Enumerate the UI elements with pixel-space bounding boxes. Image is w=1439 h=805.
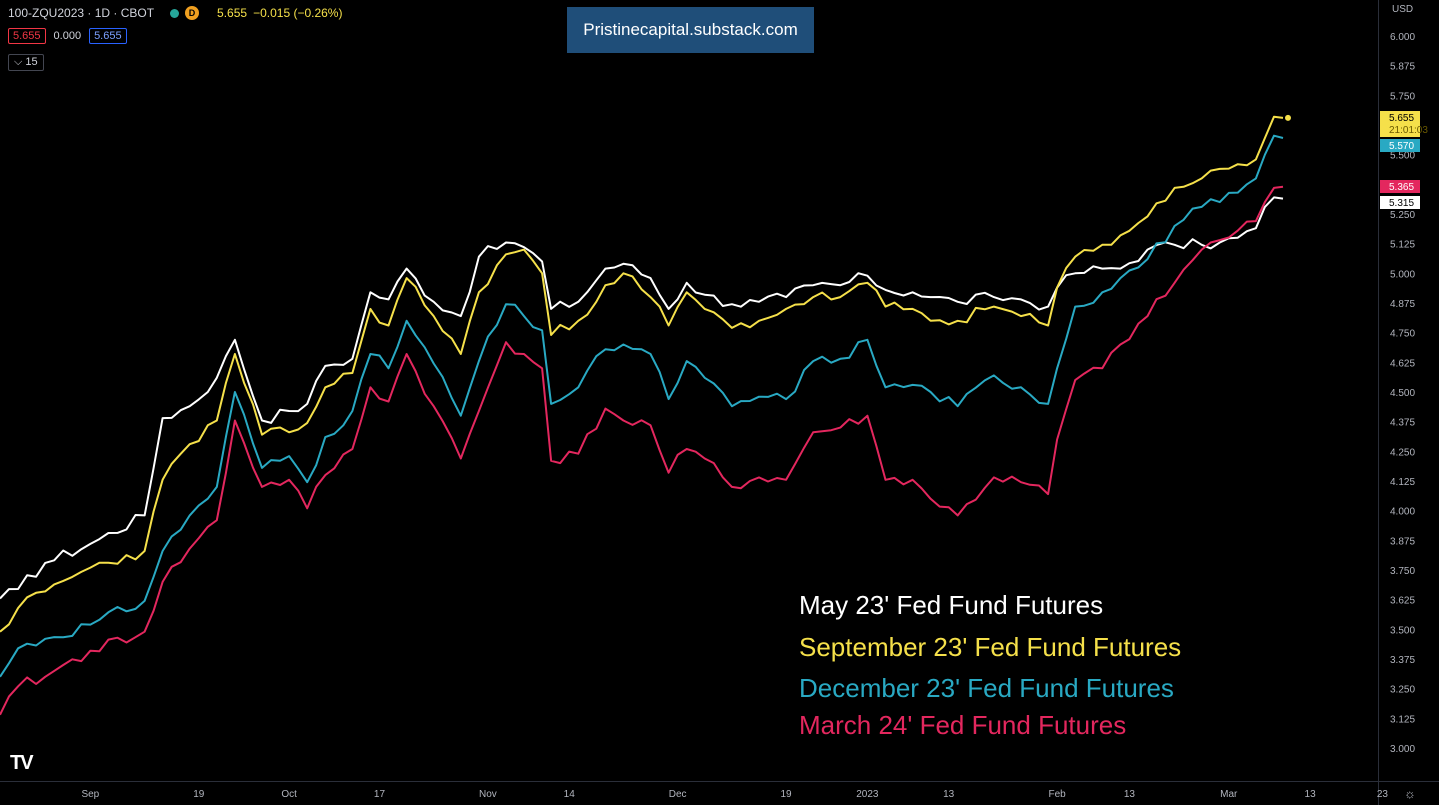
x-tick-label: 19 [781, 789, 793, 800]
value-tag-bg [1380, 180, 1420, 193]
y-tick-label: 4.875 [1390, 299, 1415, 310]
value-tag-text: 5.655 [1389, 113, 1414, 124]
y-tick-label: 3.125 [1390, 714, 1415, 725]
y-tick-label: 3.750 [1390, 566, 1415, 577]
series-line-0 [0, 196, 1284, 600]
value-tag-text: 5.365 [1389, 182, 1414, 193]
symbol-header: 100-ZQU2023 · 1D · CBOT D 5.655 −0.015 (… [8, 6, 342, 20]
series-lines [0, 114, 1291, 716]
buy-price-box[interactable]: 5.655 [89, 28, 127, 44]
legend-september: September 23' Fed Fund Futures [799, 632, 1182, 662]
value-tag-bg [1380, 111, 1420, 137]
y-tick-label: 4.500 [1390, 388, 1415, 399]
y-tick-label: 6.000 [1390, 32, 1415, 43]
data-delay-badge: D [185, 6, 200, 20]
x-tick-label: Mar [1220, 789, 1238, 800]
y-tick-label: 3.875 [1390, 536, 1415, 547]
y-tick-label: 4.125 [1390, 477, 1415, 488]
legend-may: May 23' Fed Fund Futures [799, 590, 1104, 620]
y-tick-label: 5.500 [1390, 151, 1415, 162]
y-tick-label: 5.750 [1390, 91, 1415, 102]
last-price: 5.655 [217, 6, 248, 20]
countdown-text: 21:01:03 [1389, 125, 1428, 136]
y-tick-label: 3.375 [1390, 655, 1415, 666]
y-tick-label: 4.250 [1390, 447, 1415, 458]
y-tick-label: 3.000 [1390, 744, 1415, 755]
market-status-icon [170, 8, 180, 18]
y-tick-label: 5.875 [1390, 62, 1415, 73]
value-tag-text: 5.570 [1389, 141, 1414, 152]
series-line-3 [0, 185, 1284, 716]
y-tick-label: 3.250 [1390, 685, 1415, 696]
last-price-dot [1285, 114, 1291, 121]
y-tick-label: 4.750 [1390, 329, 1415, 340]
x-tick-label: 19 [193, 789, 205, 800]
indicators-toggle[interactable]: ⌵ 15 [8, 54, 44, 71]
sell-price-box[interactable]: 5.655 [8, 28, 46, 44]
y-tick-label: 5.125 [1390, 240, 1415, 251]
x-tick-label: Oct [281, 789, 297, 800]
x-tick-label: 17 [374, 789, 386, 800]
series-line-2 [0, 134, 1284, 678]
x-tick-label: Dec [669, 789, 687, 800]
x-tick-label: 13 [943, 789, 955, 800]
x-tick-label: 13 [1305, 789, 1317, 800]
x-axis[interactable]: Sep 19 Oct 17 Nov 14 Dec 19 2023 13 Feb 13 Mar 13 23 [81, 789, 1388, 800]
value-tag-bg [1380, 139, 1420, 152]
y-tick-label: 4.000 [1390, 507, 1415, 518]
y-tick-label: 5.250 [1390, 210, 1415, 221]
price-change: −0.015 (−0.26%) [253, 6, 343, 20]
legend-december: December 23' Fed Fund Futures [799, 673, 1174, 703]
currency-label: USD [1392, 4, 1414, 15]
y-tick-label: 5.000 [1390, 269, 1415, 280]
spread-value: 0.000 [53, 30, 82, 42]
x-tick-label: Feb [1049, 789, 1067, 800]
x-tick-label: 2023 [856, 789, 879, 800]
legend-march: March 24' Fed Fund Futures [799, 710, 1127, 740]
value-tag-bg [1380, 196, 1420, 209]
series-line-1 [0, 115, 1284, 633]
value-tag-text: 5.315 [1389, 198, 1414, 209]
y-tick-label: 3.500 [1390, 625, 1415, 636]
x-tick-label: Nov [479, 789, 497, 800]
x-tick-label: 23 [1377, 789, 1389, 800]
y-tick-label: 4.625 [1390, 358, 1415, 369]
y-tick-label: 4.375 [1390, 418, 1415, 429]
symbol-title[interactable]: 100-ZQU2023 · 1D · CBOT [8, 6, 155, 20]
x-tick-label: Sep [81, 789, 99, 800]
watermark-banner: Pristinecapital.substack.com [567, 7, 814, 53]
order-row: 5.655 0.000 5.655 [8, 28, 127, 44]
settings-icon[interactable]: ☼ [1404, 786, 1416, 801]
y-tick-label: 3.625 [1390, 596, 1415, 607]
x-tick-label: 14 [564, 789, 576, 800]
x-tick-label: 13 [1124, 789, 1136, 800]
tradingview-logo-icon[interactable]: TV [10, 752, 34, 774]
